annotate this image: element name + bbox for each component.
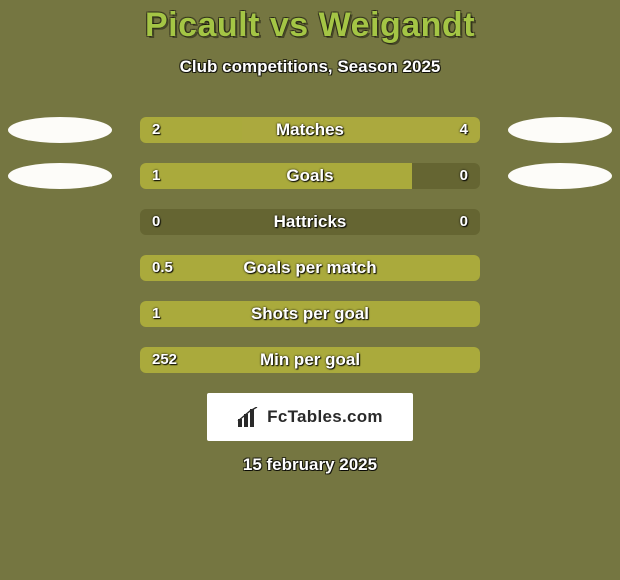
- stat-bar-left: [140, 301, 480, 327]
- chart-icon: [237, 407, 261, 427]
- stat-bar-left: [140, 117, 242, 143]
- stat-bar-track: [140, 209, 480, 235]
- stat-row: Min per goal252: [0, 347, 620, 373]
- comparison-title: Picault vs Weigandt: [0, 0, 620, 45]
- player1-name: Picault: [145, 6, 260, 44]
- stat-row: Shots per goal1: [0, 301, 620, 327]
- stat-row: Hattricks00: [0, 209, 620, 235]
- team-marker-left: [8, 163, 112, 189]
- stat-row: Goals per match0.5: [0, 255, 620, 281]
- footer-date: 15 february 2025: [0, 455, 620, 475]
- stat-bar-left: [140, 347, 480, 373]
- stats-container: Matches24 Goals10 Hattricks00 Goals per mat…: [0, 117, 620, 373]
- source-label: FcTables.com: [267, 407, 383, 427]
- title-vs: vs: [260, 6, 319, 44]
- team-marker-right: [508, 163, 612, 189]
- comparison-subtitle: Club competitions, Season 2025: [0, 57, 620, 77]
- stat-bar-right: [242, 117, 480, 143]
- stat-bar-track: [140, 301, 480, 327]
- stat-row: Matches24: [0, 117, 620, 143]
- stat-bar-left: [140, 255, 480, 281]
- player2-name: Weigandt: [319, 6, 475, 44]
- stat-bar-track: [140, 347, 480, 373]
- stat-bar-track: [140, 255, 480, 281]
- stat-bar-track: [140, 117, 480, 143]
- stat-bar-left: [140, 163, 412, 189]
- team-marker-right: [508, 117, 612, 143]
- team-marker-left: [8, 117, 112, 143]
- stat-row: Goals10: [0, 163, 620, 189]
- stat-bar-track: [140, 163, 480, 189]
- source-badge: FcTables.com: [207, 393, 413, 441]
